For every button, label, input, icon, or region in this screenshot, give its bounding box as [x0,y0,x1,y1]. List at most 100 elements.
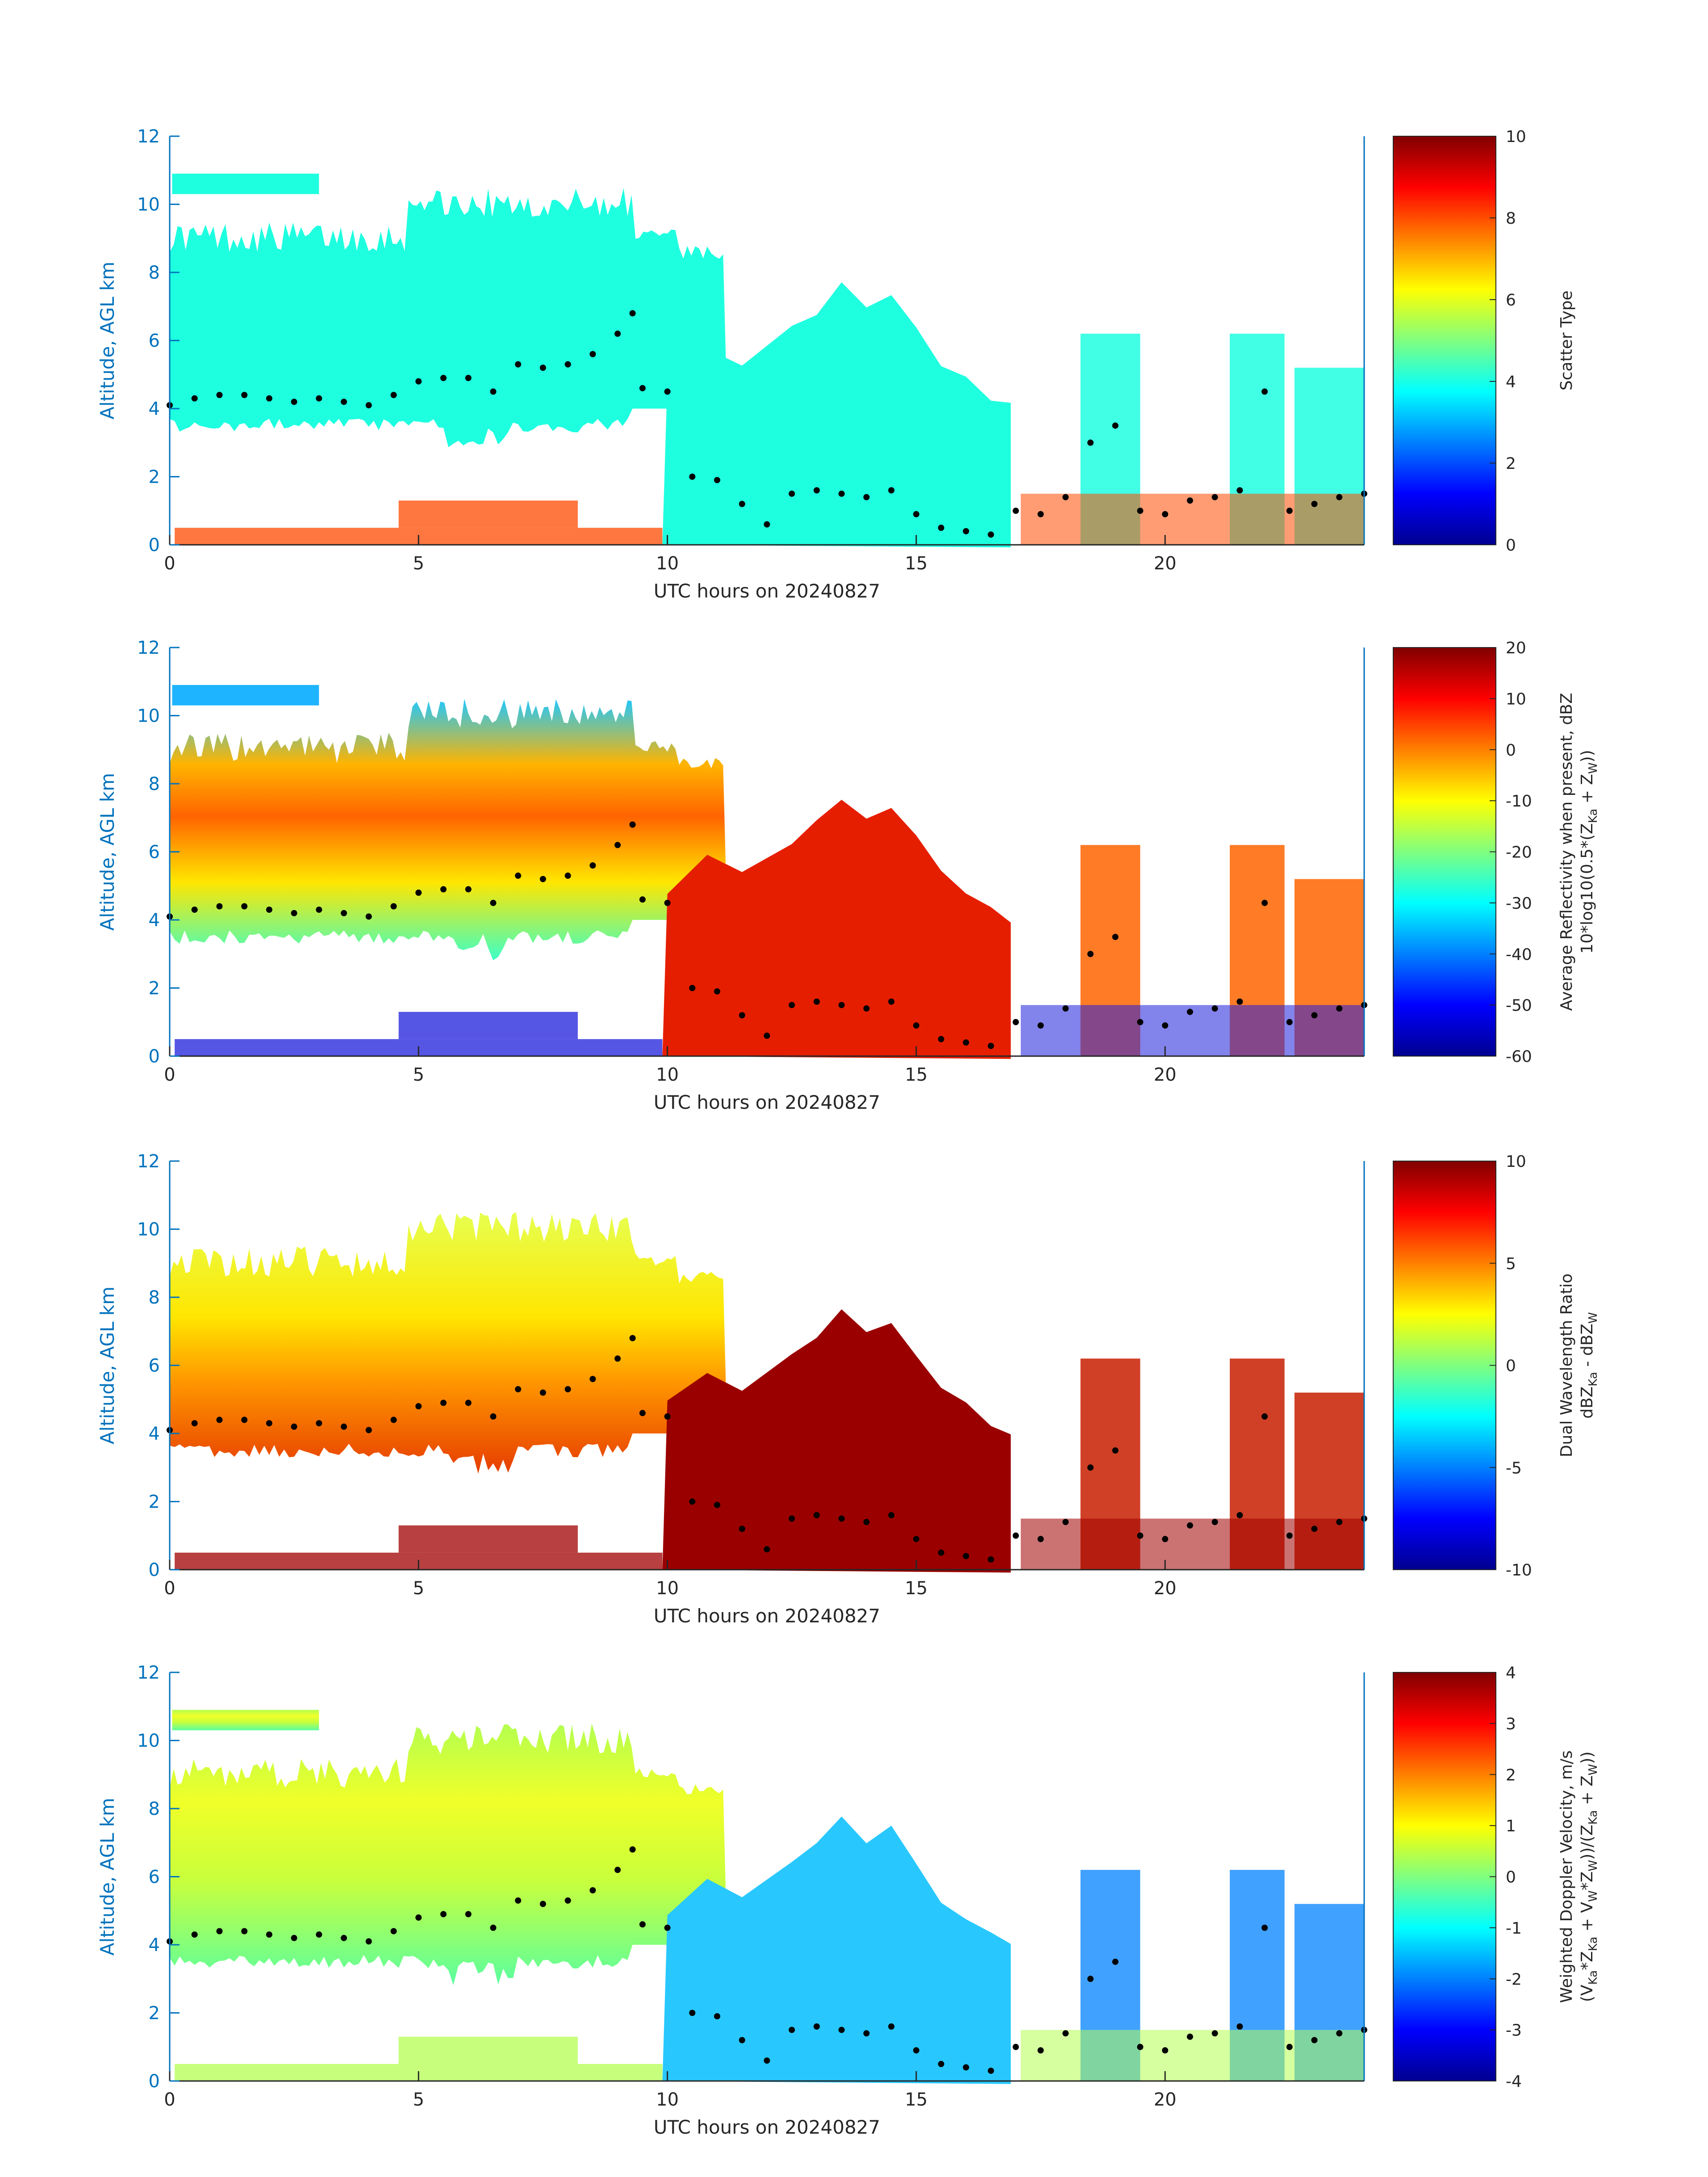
x-tick-label: 10 [656,553,679,574]
melting-layer-point [1112,422,1119,429]
melting-layer-point [241,392,248,398]
low-cloud-layer [398,500,578,528]
colorbar: 10 5 0 -5 -10 Dual Wavelength Ratio dBZKa - dB… [1393,1153,1600,1579]
x-axis-label: UTC hours on 20240827 [654,1605,881,1627]
melting-layer-point [539,876,546,882]
melting-layer-point [589,862,596,869]
melting-layer-point [988,2068,994,2074]
y-tick-label: 8 [149,1287,160,1308]
cirrus-strip [172,1709,319,1730]
melting-layer-point [341,910,347,916]
melting-layer-series [167,310,1367,538]
melting-layer-point [1261,388,1268,395]
melting-layer-point [1112,934,1119,940]
colorbar-gradient [1393,1672,1496,2081]
melting-layer-point [739,1525,745,1532]
y-tick-label: 10 [137,1731,160,1751]
melting-layer-series [167,1846,1367,2074]
melting-layer-point [764,521,770,528]
convective-region [662,1309,1011,1573]
melting-layer-point [490,1924,497,1931]
y-tick-label: 6 [149,842,160,863]
melting-layer-point [938,1549,944,1556]
melting-layer-point [1087,1976,1094,1982]
melting-layer-point [639,1921,646,1928]
melting-layer-point [963,1039,969,1046]
upper-cloud-region [170,188,727,447]
x-tick-label: 20 [1154,553,1177,574]
y-axis-label: Altitude, AGL km [96,1287,118,1444]
melting-layer-point [814,487,820,493]
cirrus-strip [172,1199,319,1219]
y-tick-label: 6 [149,331,160,351]
melting-layer-point [1012,1532,1019,1539]
melting-layer-point [1286,1019,1293,1025]
melting-layer-point [539,1389,546,1396]
radar-field [170,1199,1364,1573]
melting-layer-point [1286,1532,1293,1539]
x-tick-label: 5 [413,1578,424,1599]
melting-layer-point [714,477,720,484]
melting-layer-point [629,1846,636,1853]
melting-layer-point [1087,1464,1094,1471]
y-tick-label: 12 [137,126,160,147]
colorbar-label-formula: (VKa*ZKa + VW*ZW))/(ZKa + ZW)) [1578,1751,1600,2002]
y-tick-label: 12 [137,638,160,658]
cirrus-strip [172,173,319,194]
colorbar-label: Weighted Doppler Velocity, m/s [1558,1751,1576,2003]
colorbar-gradient [1393,136,1496,545]
y-axis-label: Altitude, AGL km [96,262,118,419]
melting-layer-point [440,375,447,381]
melting-layer-point [1137,2043,1144,2050]
melting-layer-point [564,1897,571,1904]
melting-layer-point [739,501,745,507]
colorbar-label: Average Reflectivity when present, dBZ [1558,693,1576,1011]
melting-layer-point [365,402,372,409]
low-cloud-layer [398,2036,578,2064]
melting-layer-point [266,1931,272,1938]
melting-layer-point [465,375,472,381]
y-tick-label: 2 [149,467,160,488]
melting-layer-point [814,999,820,1005]
melting-layer-point [515,1386,522,1392]
x-tick-label: 5 [413,1065,424,1085]
melting-layer-point [1012,2043,1019,2050]
melting-layer-point [888,1512,895,1518]
melting-layer-point [963,1553,969,1559]
x-tick-label: 15 [905,1065,927,1085]
colorbar-tick-label: -5 [1506,1459,1522,1477]
melting-layer-point [1162,1536,1169,1542]
colorbar-tick-label: -4 [1506,2073,1522,2091]
melting-layer-point [216,1417,223,1423]
melting-layer-point [191,1420,198,1427]
melting-layer-point [266,907,272,913]
y-tick-label: 10 [137,1220,160,1240]
melting-layer-point [1236,487,1243,493]
melting-layer-point [539,364,546,371]
x-tick-label: 0 [164,553,175,574]
y-tick-label: 8 [149,1799,160,1819]
melting-layer-point [988,531,994,538]
melting-layer-point [764,1032,770,1039]
melting-layer-point [1062,494,1069,501]
y-tick-label: 4 [149,910,160,931]
melting-layer-point [440,1911,447,1918]
colorbar-tick-label: 5 [1506,1255,1516,1273]
melting-layer-point [963,2064,969,2071]
melting-layer-point [1311,1525,1318,1532]
colorbar-gradient [1393,647,1496,1057]
melting-layer-point [664,899,671,906]
melting-layer-point [838,1002,845,1008]
colorbar-tick-label: 10 [1506,128,1526,146]
colorbar-tick-label: -2 [1506,1970,1522,1989]
melting-layer-point [1311,2037,1318,2043]
panel-3: 0 5 10 15 20 0 2 4 6 8 10 12 UTC hours on 20240827 Al… [96,1151,1600,1627]
x-tick-label: 15 [905,2089,927,2110]
melting-layer-point [465,1400,472,1406]
melting-layer-point [614,1867,621,1873]
melting-layer-point [913,1536,919,1542]
melting-layer-point [1336,1005,1343,1012]
melting-layer-point [216,903,223,910]
convective-region [662,799,1011,1059]
melting-layer-point [564,361,571,368]
